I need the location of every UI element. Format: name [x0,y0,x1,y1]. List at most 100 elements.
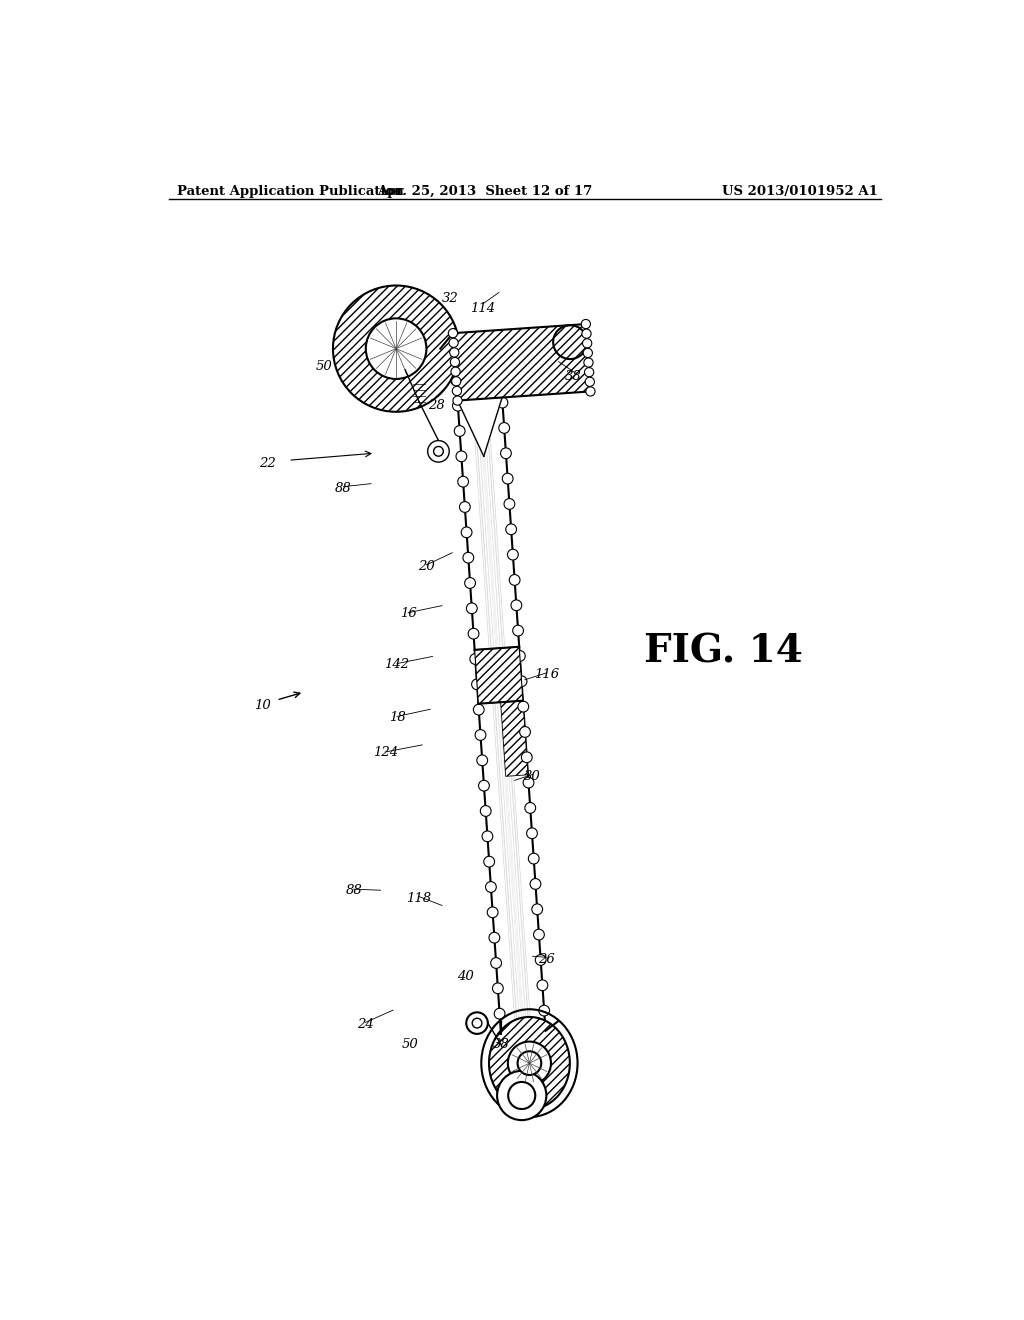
Circle shape [584,348,593,358]
Text: 88: 88 [345,883,362,896]
Text: 38: 38 [565,371,582,383]
Circle shape [519,726,530,738]
Circle shape [517,1051,542,1074]
Circle shape [463,552,474,564]
Circle shape [453,387,462,396]
Circle shape [536,954,546,965]
Circle shape [504,499,515,510]
Text: US 2013/0101952 A1: US 2013/0101952 A1 [722,185,878,198]
Circle shape [451,375,462,385]
Circle shape [468,628,479,639]
Circle shape [485,882,497,892]
Circle shape [461,527,472,537]
Circle shape [428,441,450,462]
Circle shape [585,367,594,376]
Circle shape [585,378,594,387]
Circle shape [518,701,528,711]
Text: 16: 16 [399,607,417,620]
Text: 26: 26 [539,953,555,966]
Text: Apr. 25, 2013  Sheet 12 of 17: Apr. 25, 2013 Sheet 12 of 17 [377,185,593,198]
Text: 28: 28 [428,399,444,412]
Circle shape [497,397,508,408]
Circle shape [472,1018,482,1028]
Circle shape [531,904,543,915]
Circle shape [451,358,460,367]
Polygon shape [475,647,523,704]
Text: 50: 50 [315,360,332,374]
Circle shape [508,1041,551,1085]
Circle shape [526,828,538,838]
Polygon shape [501,701,528,776]
Circle shape [495,1008,505,1019]
Circle shape [449,338,458,347]
Circle shape [449,329,458,338]
Text: 124: 124 [373,747,397,759]
Text: 88: 88 [335,482,352,495]
Circle shape [466,603,477,614]
Circle shape [480,805,492,816]
Circle shape [582,319,591,329]
Circle shape [456,451,467,462]
Circle shape [514,651,525,661]
Circle shape [534,929,545,940]
Circle shape [493,983,503,994]
Circle shape [508,549,518,560]
Circle shape [537,979,548,991]
Circle shape [453,400,463,411]
Circle shape [475,730,485,741]
Circle shape [521,752,532,763]
Text: 32: 32 [441,292,459,305]
Circle shape [497,1071,547,1121]
Circle shape [528,853,539,865]
Text: 40: 40 [458,970,474,983]
Polygon shape [453,325,591,400]
Polygon shape [458,397,502,457]
Circle shape [501,447,511,458]
Text: Patent Application Publication: Patent Application Publication [177,185,403,198]
Text: 114: 114 [470,302,496,315]
Circle shape [489,932,500,942]
Circle shape [490,957,502,969]
Text: 20: 20 [418,561,434,573]
Text: FIG. 14: FIG. 14 [644,632,803,671]
Circle shape [433,446,443,457]
Text: 142: 142 [384,659,410,671]
Circle shape [506,524,516,535]
Circle shape [503,474,513,484]
Text: 38: 38 [493,1039,510,1051]
Polygon shape [455,358,546,1034]
Circle shape [451,367,460,376]
Circle shape [539,1006,550,1016]
Ellipse shape [333,285,459,412]
Circle shape [470,653,480,664]
Circle shape [366,318,426,379]
Circle shape [453,396,462,405]
Circle shape [452,376,461,385]
Circle shape [516,676,527,686]
Circle shape [508,1082,536,1109]
Circle shape [482,832,493,842]
Circle shape [523,777,534,788]
Circle shape [582,329,591,338]
Circle shape [450,347,459,356]
Circle shape [455,425,465,437]
Circle shape [513,626,523,636]
Circle shape [466,1012,487,1034]
Circle shape [525,803,536,813]
Circle shape [458,477,469,487]
Text: 10: 10 [254,698,270,711]
Text: 24: 24 [357,1018,374,1031]
Circle shape [487,907,498,917]
Text: 22: 22 [259,457,275,470]
Circle shape [472,678,482,690]
Circle shape [499,422,510,433]
Circle shape [478,780,489,791]
Circle shape [473,705,484,715]
Circle shape [530,879,541,890]
Text: 116: 116 [535,668,559,681]
Circle shape [477,755,487,766]
Circle shape [460,502,470,512]
Text: 50: 50 [401,1039,418,1051]
Circle shape [509,574,520,585]
Text: 18: 18 [389,711,406,723]
